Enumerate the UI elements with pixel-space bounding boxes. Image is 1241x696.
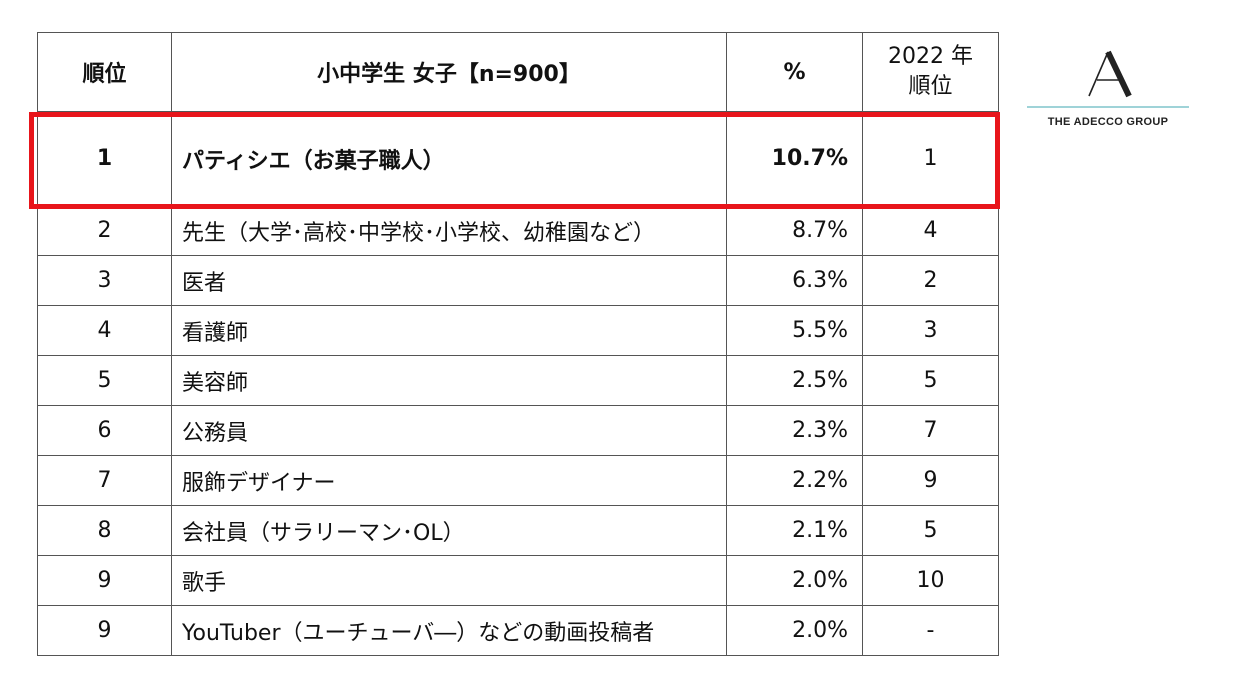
cell-percent: 10.7% — [726, 111, 863, 206]
cell-percent: 2.0% — [726, 605, 863, 656]
cell-job: 医者 — [171, 255, 727, 306]
cell-prev: 3 — [862, 305, 999, 356]
cell-prev: 5 — [862, 355, 999, 406]
cell-rank: 8 — [37, 505, 172, 556]
cell-job: 公務員 — [171, 405, 727, 456]
table-row: 7 服飾デザイナー 2.2% 9 — [37, 455, 999, 506]
cell-prev: 5 — [862, 505, 999, 556]
logo-text: THE ADECCO GROUP — [1047, 116, 1169, 128]
logo-divider — [1027, 106, 1189, 108]
header-percent: % — [726, 32, 863, 112]
cell-percent: 2.2% — [726, 455, 863, 506]
cell-percent: 8.7% — [726, 205, 863, 256]
cell-prev: 9 — [862, 455, 999, 506]
cell-percent: 2.0% — [726, 555, 863, 606]
cell-job: 先生（大学･高校･中学校･小学校、幼稚園など） — [171, 205, 727, 256]
cell-job: YouTuber（ユーチューバ―）などの動画投稿者 — [171, 605, 727, 656]
cell-percent: 2.3% — [726, 405, 863, 456]
cell-job: 看護師 — [171, 305, 727, 356]
cell-percent: 6.3% — [726, 255, 863, 306]
cell-job: 服飾デザイナー — [171, 455, 727, 506]
table-row: 2 先生（大学･高校･中学校･小学校、幼稚園など） 8.7% 4 — [37, 205, 999, 256]
cell-prev: 2 — [862, 255, 999, 306]
ranking-table: 順位 小中学生 女子【n=900】 % 2022 年 順位 1 パティシエ（お菓… — [37, 32, 999, 656]
table-row: 1 パティシエ（お菓子職人） 10.7% 1 — [37, 111, 999, 206]
header-rank: 順位 — [37, 32, 172, 112]
cell-job: 歌手 — [171, 555, 727, 606]
table-row: 9 YouTuber（ユーチューバ―）などの動画投稿者 2.0% - — [37, 605, 999, 656]
cell-rank: 5 — [37, 355, 172, 406]
header-prev-year-line2: 順位 — [908, 74, 953, 99]
cell-job: パティシエ（お菓子職人） — [171, 111, 727, 206]
cell-percent: 2.1% — [726, 505, 863, 556]
cell-prev: 10 — [862, 555, 999, 606]
cell-percent: 5.5% — [726, 305, 863, 356]
header-job: 小中学生 女子【n=900】 — [171, 32, 727, 112]
cell-rank: 7 — [37, 455, 172, 506]
cell-rank: 3 — [37, 255, 172, 306]
table-row: 6 公務員 2.3% 7 — [37, 405, 999, 456]
cell-rank: 1 — [37, 111, 172, 206]
table-row: 8 会社員（サラリーマン･OL） 2.1% 5 — [37, 505, 999, 556]
table-row: 3 医者 6.3% 2 — [37, 255, 999, 306]
adecco-logo: THE ADECCO GROUP — [1027, 50, 1189, 136]
table-row: 4 看護師 5.5% 3 — [37, 305, 999, 356]
table-row: 9 歌手 2.0% 10 — [37, 555, 999, 606]
cell-rank: 6 — [37, 405, 172, 456]
adecco-a-logo-icon — [1088, 50, 1132, 98]
table-header-row: 順位 小中学生 女子【n=900】 % 2022 年 順位 — [37, 32, 999, 112]
cell-rank: 9 — [37, 605, 172, 656]
cell-percent: 2.5% — [726, 355, 863, 406]
cell-rank: 9 — [37, 555, 172, 606]
header-prev-year-line1: 2022 年 — [888, 44, 973, 69]
cell-rank: 2 — [37, 205, 172, 256]
cell-prev: 7 — [862, 405, 999, 456]
cell-prev: - — [862, 605, 999, 656]
cell-job: 会社員（サラリーマン･OL） — [171, 505, 727, 556]
cell-prev: 1 — [862, 111, 999, 206]
header-prev-year: 2022 年 順位 — [862, 32, 999, 112]
cell-rank: 4 — [37, 305, 172, 356]
cell-job: 美容師 — [171, 355, 727, 406]
cell-prev: 4 — [862, 205, 999, 256]
table-row: 5 美容師 2.5% 5 — [37, 355, 999, 406]
